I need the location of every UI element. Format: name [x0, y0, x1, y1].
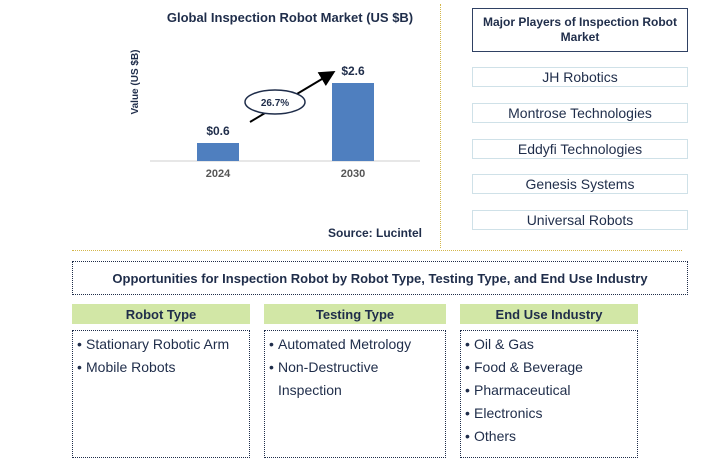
vertical-divider — [440, 4, 441, 248]
bar-2030 — [332, 83, 374, 161]
list-item: • Non-Destructive Inspection — [269, 359, 379, 398]
x-tick-label: 2030 — [341, 168, 365, 180]
list-item: • Food & Beverage — [465, 359, 583, 375]
end-use-industry-list: • Oil & Gas • Food & Beverage • Pharmaceuti… — [460, 330, 638, 458]
category-header-robot-type: Robot Type — [72, 304, 250, 324]
category-header-testing-type: Testing Type — [264, 304, 446, 324]
opportunities-heading: Opportunities for Inspection Robot by Ro… — [72, 261, 688, 295]
list-item: • Oil & Gas — [465, 336, 534, 352]
chart-title: Global Inspection Robot Market (US $B) — [166, 10, 414, 25]
player-item: Universal Robots — [472, 210, 688, 230]
bar-2024 — [197, 143, 239, 161]
robot-type-list: • Stationary Robotic Arm • Mobile Robots — [72, 330, 250, 458]
bar-value-label: $0.6 — [206, 124, 230, 138]
list-item: • Automated Metrology — [269, 336, 412, 352]
growth-ellipse — [244, 89, 306, 115]
player-item: Genesis Systems — [472, 174, 688, 194]
list-item: • Others — [465, 428, 517, 444]
player-item: Montrose Technologies — [472, 103, 688, 123]
player-item: Eddyfi Technologies — [472, 139, 688, 159]
list-item: • Stationary Robotic Arm — [77, 336, 230, 352]
bar-chart: $0.6 2024 $2.6 2030 26.7% — [150, 64, 420, 180]
list-item: • Mobile Robots — [77, 359, 176, 375]
bar-value-label: $2.6 — [341, 64, 365, 78]
category-header-end-use-industry: End Use Industry — [460, 304, 638, 324]
x-tick-label: 2024 — [206, 168, 231, 180]
player-item: JH Robotics — [472, 67, 688, 87]
chart-source: Source: Lucintel — [327, 226, 422, 240]
growth-label: 26.7% — [261, 98, 289, 109]
testing-type-list: • Automated Metrology • Non-Destructive In… — [264, 330, 446, 458]
list-item: • Pharmaceutical — [465, 382, 571, 398]
players-heading: Major Players of Inspection Robot Market — [472, 8, 688, 52]
list-item: • Electronics — [465, 405, 543, 421]
horizontal-divider — [72, 250, 682, 251]
